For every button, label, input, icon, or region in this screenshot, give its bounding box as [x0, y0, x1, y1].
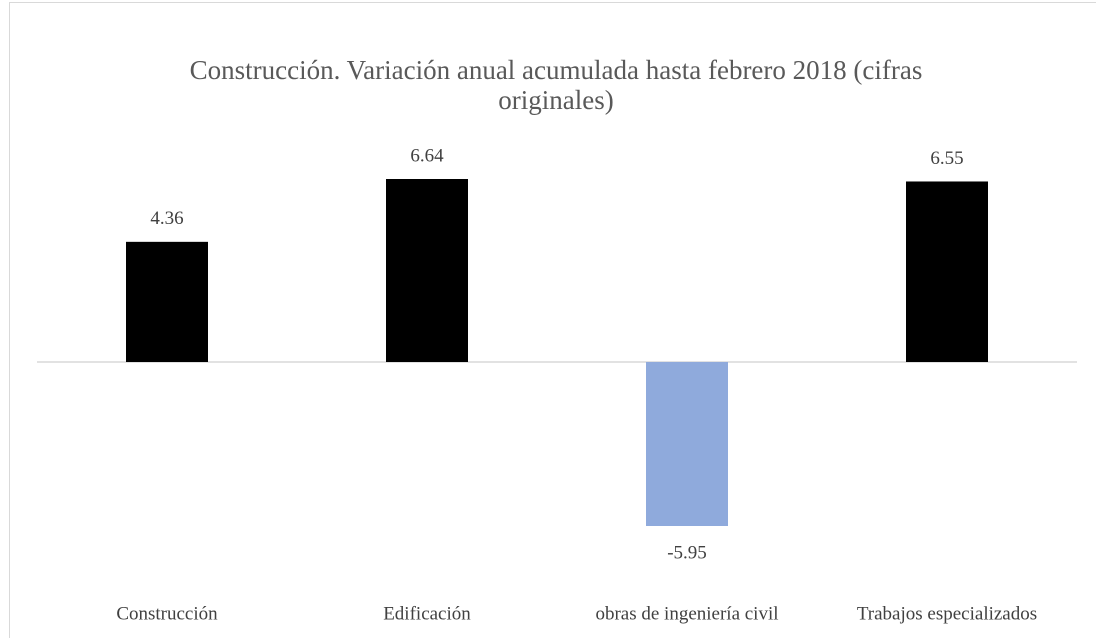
data-label: 4.36: [150, 208, 183, 229]
bar: [126, 241, 208, 363]
chart-title: Construcción. Variación anual acumulada …: [189, 55, 923, 115]
x-tick-label: Edificación: [383, 603, 471, 624]
x-tick-label: obras de ingeniería civil: [595, 603, 778, 624]
bar: [386, 179, 468, 363]
x-tick-label: Construcción: [116, 603, 218, 624]
data-label: 6.64: [410, 145, 444, 166]
bar: [906, 181, 988, 363]
data-label: 6.55: [930, 148, 963, 169]
x-tick-label: Trabajos especializados: [857, 603, 1037, 624]
bar: [646, 362, 728, 526]
data-label: -5.95: [667, 542, 707, 563]
